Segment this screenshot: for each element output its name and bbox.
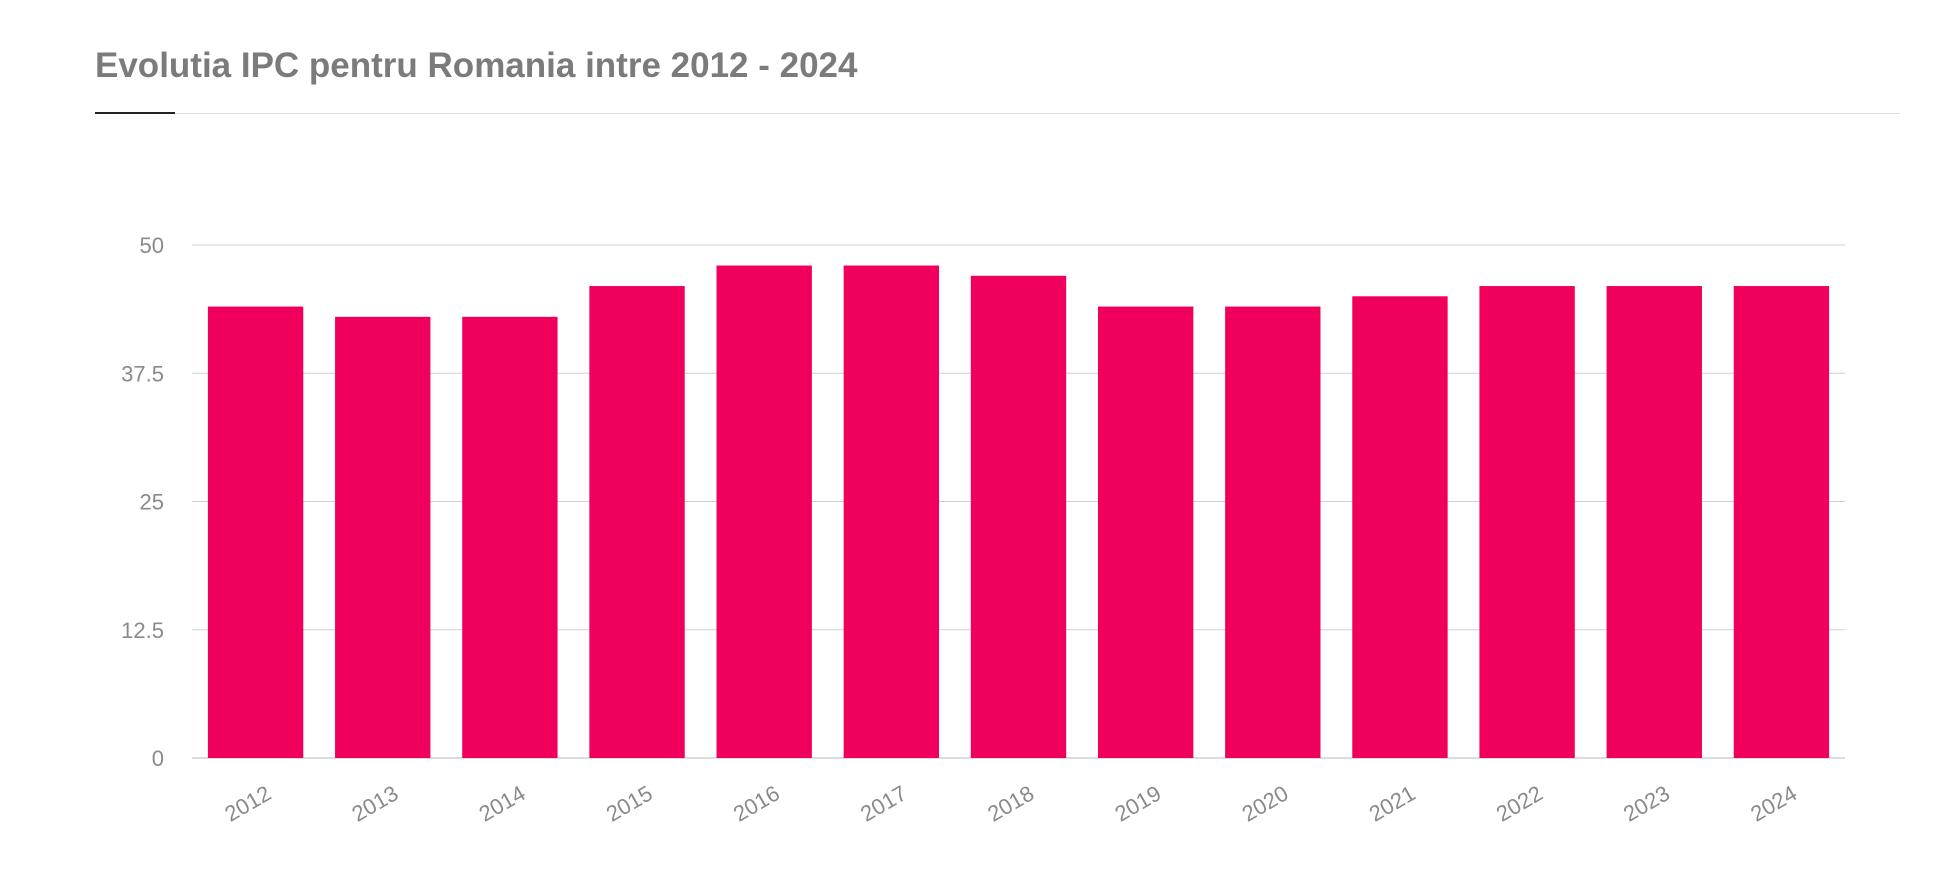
bar-2024[interactable]: [1733, 286, 1830, 758]
y-tick-label: 0: [152, 746, 164, 771]
x-tick-label-2024: 2024: [1746, 780, 1801, 826]
bars: [207, 265, 1830, 758]
x-tick-label-2013: 2013: [348, 780, 403, 826]
x-tick-label-2017: 2017: [856, 780, 911, 826]
x-tick-label-2014: 2014: [475, 780, 530, 826]
x-axis: 2012 2013 2014 2015 2016 2017 2018 2019 2020 2021…: [220, 780, 1801, 826]
bar-2018[interactable]: [970, 275, 1067, 758]
bar-2019[interactable]: [1097, 306, 1194, 758]
x-tick-label-2019: 2019: [1110, 780, 1165, 826]
y-tick-label: 37.5: [121, 361, 164, 386]
x-tick-label-2018: 2018: [983, 780, 1038, 826]
x-tick-label-2015: 2015: [602, 780, 657, 826]
x-tick-label-2022: 2022: [1492, 780, 1547, 826]
y-tick-label: 25: [140, 490, 164, 515]
x-tick-label-2012: 2012: [220, 780, 275, 826]
bar-2016[interactable]: [716, 265, 812, 758]
x-tick-label-2023: 2023: [1619, 780, 1674, 826]
y-tick-label: 50: [140, 233, 164, 258]
bar-2021[interactable]: [1352, 296, 1448, 758]
bar-2012[interactable]: [207, 306, 304, 758]
bar-2020[interactable]: [1225, 306, 1321, 758]
title-accent-bar: [95, 112, 175, 114]
bar-2023[interactable]: [1606, 286, 1702, 758]
chart-title: Evolutia IPC pentru Romania intre 2012 -…: [95, 46, 858, 85]
bar-2022[interactable]: [1479, 286, 1575, 758]
y-axis: 0 12.5 25 37.5 50: [121, 233, 164, 771]
bar-2014[interactable]: [462, 316, 558, 758]
x-tick-label-2016: 2016: [729, 780, 784, 826]
bar-2015[interactable]: [589, 286, 685, 758]
bar-2017[interactable]: [843, 265, 940, 758]
chart-header: Evolutia IPC pentru Romania intre 2012 -…: [95, 44, 1900, 114]
x-tick-label-2021: 2021: [1365, 780, 1420, 826]
x-tick-label-2020: 2020: [1238, 780, 1293, 826]
y-tick-label: 12.5: [121, 618, 164, 643]
title-divider: [95, 113, 1900, 114]
bar-2013[interactable]: [335, 316, 431, 758]
